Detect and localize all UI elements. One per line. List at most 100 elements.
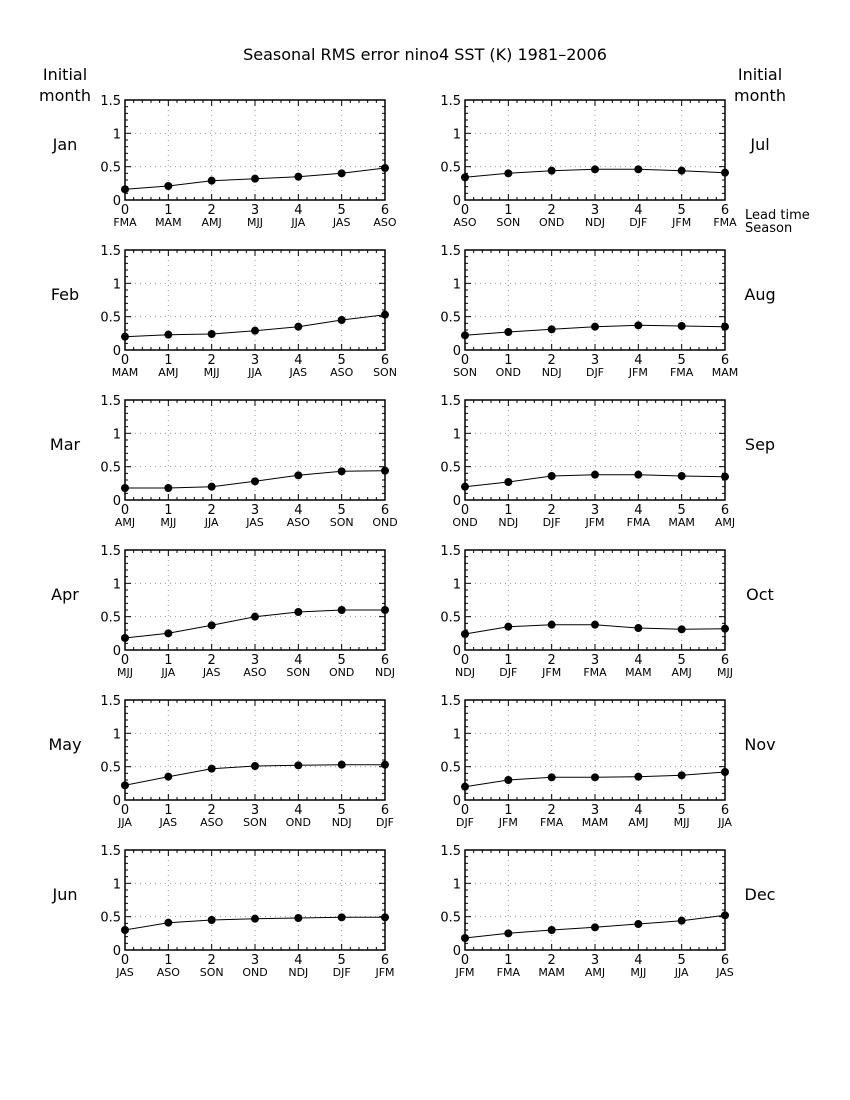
lead-time-label: Lead time [745, 208, 810, 223]
y-tick-label: 0 [453, 644, 461, 659]
data-point [547, 926, 556, 934]
x-tick-label: 2 [548, 803, 556, 818]
x-tick-label: 5 [338, 353, 346, 368]
x-tick-label: 0 [121, 203, 129, 218]
data-point [381, 760, 389, 769]
season-label: JAS [289, 366, 308, 379]
x-tick-label: 3 [591, 803, 599, 818]
x-tick-label: 6 [721, 503, 729, 518]
x-tick-label: 3 [251, 953, 259, 968]
x-tick-label: 1 [504, 503, 512, 518]
season-label: MJJ [630, 966, 646, 979]
data-point [721, 768, 729, 776]
season-label: DJF [456, 816, 474, 829]
y-tick-label: 1.5 [440, 244, 461, 259]
data-point [251, 914, 259, 923]
data-point [634, 624, 643, 632]
x-tick-label: 1 [504, 353, 512, 368]
y-tick-label: 1 [453, 427, 461, 442]
data-point [677, 625, 686, 634]
x-tick-label: 5 [678, 203, 686, 218]
data-point [547, 620, 556, 629]
x-tick-label: 3 [251, 503, 259, 518]
season-label: JAS [115, 966, 134, 979]
x-tick-label: 6 [721, 353, 729, 368]
data-point [634, 165, 643, 174]
x-tick-label: 3 [591, 203, 599, 218]
figure-title: Seasonal RMS error nino4 SST (K) 1981–20… [243, 45, 607, 64]
season-label: SON [330, 516, 354, 529]
x-tick-label: 4 [634, 803, 642, 818]
x-tick-label: 0 [121, 953, 129, 968]
season-label: AMJ [672, 666, 692, 679]
data-point [207, 176, 216, 185]
season-label: AMJ [585, 966, 605, 979]
x-tick-label: 0 [121, 353, 129, 368]
data-point [461, 630, 469, 638]
season-label: JAS [159, 816, 178, 829]
right-heading-line1: Initial [738, 65, 782, 84]
x-tick-label: 6 [721, 803, 729, 818]
y-tick-label: 0.5 [100, 611, 121, 626]
season-label: DJF [376, 816, 394, 829]
y-tick-label: 1 [113, 427, 121, 442]
season-label: DJF [333, 966, 351, 979]
y-tick-label: 0.5 [100, 311, 121, 326]
x-tick-label: 3 [591, 953, 599, 968]
data-point [461, 173, 469, 182]
data-point [121, 484, 129, 492]
data-point [337, 169, 346, 178]
data-point [121, 634, 129, 642]
left-heading-line2: month [39, 86, 91, 105]
data-point [504, 929, 513, 938]
season-label: DJF [499, 666, 517, 679]
data-point [591, 322, 599, 331]
season-label: JFM [671, 216, 691, 229]
season-label: MJJ [247, 216, 263, 229]
data-point [251, 326, 259, 335]
x-tick-label: 4 [294, 353, 302, 368]
season-label: JJA [160, 666, 175, 679]
y-tick-label: 1 [113, 577, 121, 592]
data-point [381, 164, 389, 172]
season-label: OND [329, 666, 354, 679]
season-label: MJJ [674, 816, 690, 829]
x-tick-label: 1 [164, 653, 172, 668]
x-tick-label: 1 [504, 953, 512, 968]
y-tick-label: 0.5 [100, 461, 121, 476]
x-tick-label: 2 [208, 953, 216, 968]
x-tick-label: 2 [548, 203, 556, 218]
season-label: MJJ [117, 666, 133, 679]
season-label: JJA [247, 366, 262, 379]
data-point [337, 316, 346, 324]
x-tick-label: 5 [338, 953, 346, 968]
data-point [461, 482, 469, 491]
season-label: NDJ [288, 966, 308, 979]
x-tick-label: 6 [721, 653, 729, 668]
y-tick-label: 0.5 [100, 161, 121, 176]
month-label-dec: Dec [745, 885, 776, 904]
month-label-may: May [48, 735, 81, 754]
data-point [251, 174, 259, 183]
y-tick-label: 1.5 [440, 544, 461, 559]
x-tick-label: 0 [461, 353, 469, 368]
data-point [294, 471, 303, 480]
y-tick-label: 0.5 [440, 611, 461, 626]
x-tick-label: 3 [251, 653, 259, 668]
data-point [591, 470, 599, 479]
x-tick-label: 5 [678, 353, 686, 368]
y-tick-label: 1 [113, 127, 121, 142]
x-tick-label: 4 [294, 953, 302, 968]
season-label: Season [745, 221, 792, 236]
season-label: AMJ [202, 216, 222, 229]
right-heading-line2: month [734, 86, 786, 105]
y-tick-label: 1.5 [100, 244, 121, 259]
x-tick-label: 2 [548, 653, 556, 668]
